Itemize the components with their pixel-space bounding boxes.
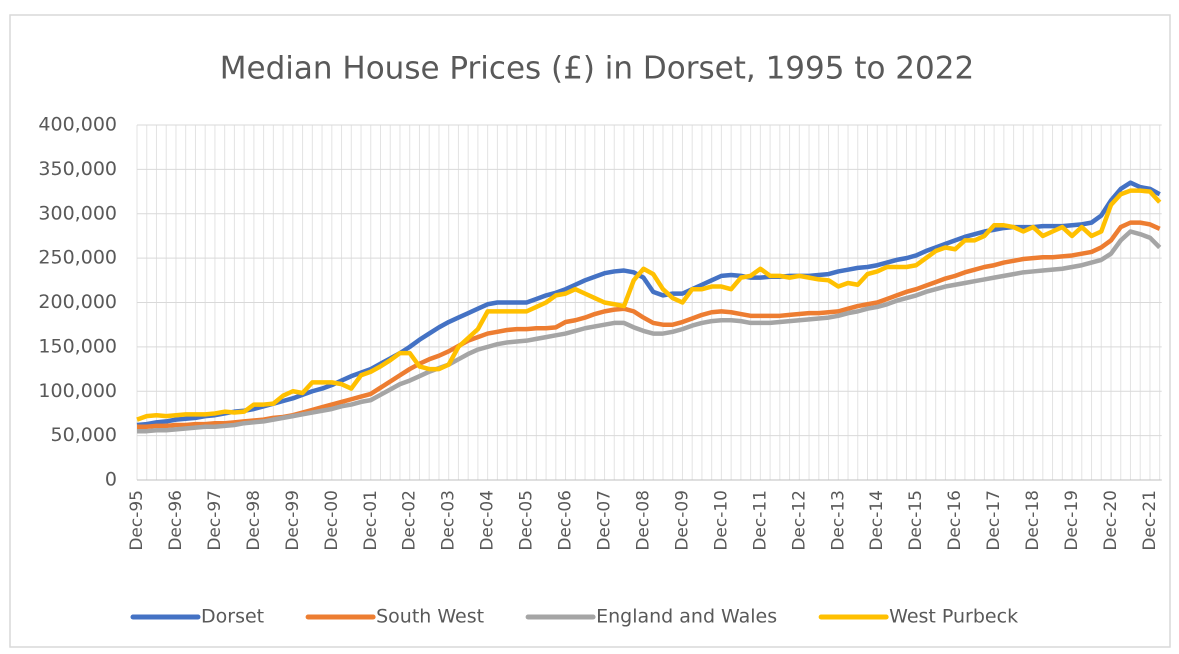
x-tick-label: Dec-16 <box>945 490 965 551</box>
x-tick-label: Dec-17 <box>984 490 1004 551</box>
x-tick-label: Dec-06 <box>556 490 576 551</box>
x-tick-label: Dec-18 <box>1023 490 1043 551</box>
x-tick-label: Dec-95 <box>127 490 147 551</box>
x-tick-label: Dec-19 <box>1062 490 1082 551</box>
x-tick-label: Dec-98 <box>244 490 264 551</box>
legend-label: Dorset <box>201 606 264 628</box>
x-tick-label: Dec-97 <box>205 490 225 551</box>
series-line <box>136 188 1162 422</box>
y-tick-label: 50,000 <box>51 424 117 446</box>
x-tick-label: Dec-21 <box>1140 490 1160 551</box>
x-tick-label: Dec-04 <box>478 490 498 551</box>
x-tick-label: Dec-05 <box>517 490 537 551</box>
x-tick-label: Dec-01 <box>361 490 381 551</box>
x-tick-label: Dec-02 <box>400 490 420 551</box>
y-tick-label: 0 <box>105 469 117 491</box>
legend-label: West Purbeck <box>889 606 1018 628</box>
x-tick-label: Dec-07 <box>595 490 615 551</box>
x-tick-label: Dec-11 <box>750 490 770 551</box>
y-tick-label: 350,000 <box>38 158 117 180</box>
x-tick-label: Dec-96 <box>166 490 186 551</box>
y-tick-label: 400,000 <box>38 114 117 136</box>
x-tick-label: Dec-10 <box>711 490 731 551</box>
legend-label: England and Wales <box>596 606 777 628</box>
y-tick-label: 100,000 <box>38 380 117 402</box>
y-tick-label: 150,000 <box>38 335 117 357</box>
series-line <box>137 229 1162 434</box>
x-tick-label: Dec-09 <box>672 490 692 551</box>
x-tick-label: Dec-15 <box>906 490 926 551</box>
x-tick-label: Dec-12 <box>789 490 809 551</box>
x-tick-label: Dec-13 <box>828 490 848 551</box>
y-tick-label: 250,000 <box>38 247 117 269</box>
y-tick-label: 200,000 <box>38 291 117 313</box>
chart-title: Median House Prices (£) in Dorset, 1995 … <box>220 51 974 87</box>
chart-frame <box>9 14 1171 648</box>
x-tick-label: Dec-14 <box>867 490 887 551</box>
x-tick-label: Dec-20 <box>1101 490 1121 551</box>
x-tick-label: Dec-08 <box>633 490 653 551</box>
x-tick-label: Dec-00 <box>322 490 342 551</box>
x-tick-label: Dec-03 <box>439 490 459 551</box>
legend-label: South West <box>376 606 484 628</box>
y-tick-label: 300,000 <box>38 202 117 224</box>
x-tick-label: Dec-99 <box>283 490 303 551</box>
